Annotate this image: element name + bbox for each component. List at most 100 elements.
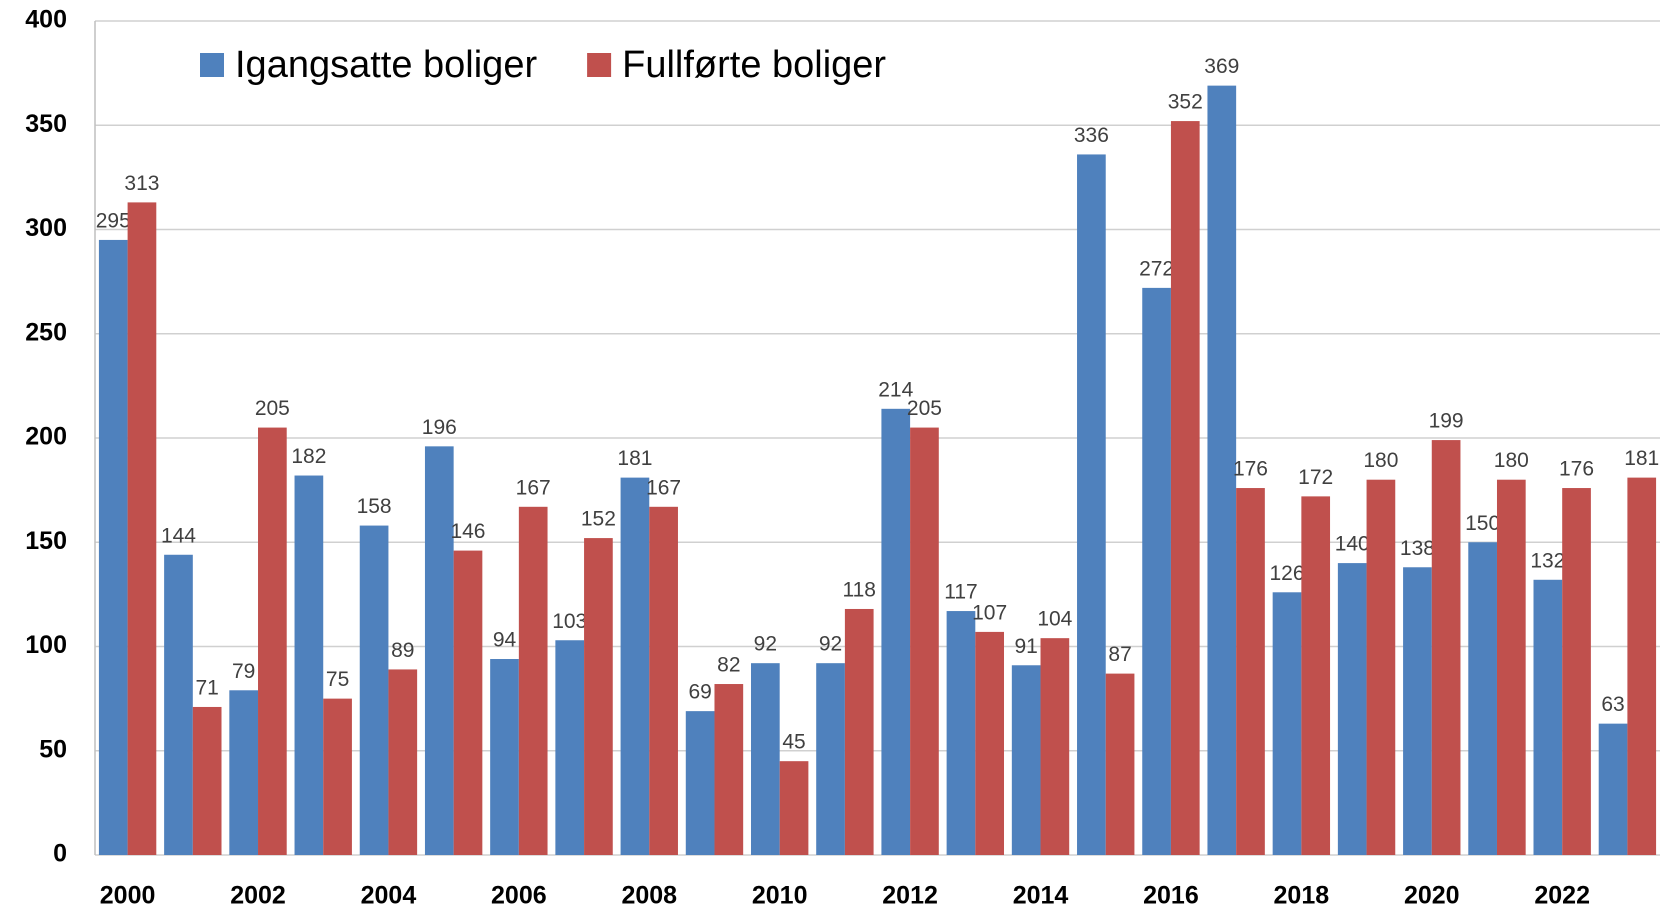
value-label: 199: [1429, 410, 1464, 433]
value-label: 196: [422, 416, 457, 439]
bar: [1105, 673, 1135, 855]
legend-label: Igangsatte boliger: [235, 44, 537, 86]
bar: [816, 663, 845, 855]
bar: [844, 608, 874, 855]
value-label: 214: [878, 378, 913, 401]
value-label: 107: [972, 601, 1007, 624]
value-label: 104: [1037, 608, 1072, 631]
bar: [1366, 479, 1396, 855]
bar: [1431, 440, 1461, 855]
bar: [714, 684, 744, 855]
bar: [229, 690, 259, 855]
bar: [1040, 638, 1070, 855]
value-label: 295: [96, 209, 131, 232]
value-label: 138: [1400, 537, 1435, 560]
bar: [975, 631, 1005, 855]
y-tick-label: 0: [53, 840, 67, 868]
bar: [750, 663, 780, 855]
bar: [1272, 592, 1302, 855]
value-label: 69: [688, 681, 711, 704]
bar: [946, 611, 976, 855]
bar: [881, 408, 911, 855]
bar: [258, 427, 287, 855]
value-label: 181: [1624, 447, 1659, 470]
y-tick-label: 250: [25, 318, 67, 346]
value-label: 272: [1139, 257, 1174, 280]
legend-label: Fullførte boliger: [622, 44, 886, 86]
y-tick-label: 300: [25, 214, 67, 242]
x-tick-label: 2022: [1534, 882, 1590, 910]
value-label: 369: [1204, 55, 1239, 78]
value-label: 181: [617, 447, 652, 470]
bar: [1170, 121, 1200, 855]
value-label: 92: [754, 633, 777, 656]
bar: [1598, 723, 1628, 855]
x-tick-label: 2000: [100, 882, 156, 910]
value-label: 82: [717, 654, 740, 677]
value-label: 117: [944, 581, 977, 604]
x-tick-label: 2018: [1274, 882, 1330, 910]
bar: [490, 659, 519, 855]
value-label: 205: [907, 397, 942, 420]
value-label: 71: [195, 677, 218, 700]
bar: [1077, 154, 1106, 855]
x-tick-label: 2016: [1143, 882, 1199, 910]
legend-swatch: [587, 53, 612, 77]
value-label: 140: [1335, 533, 1370, 556]
bar: [424, 446, 454, 855]
value-label: 205: [255, 397, 290, 420]
y-tick-label: 350: [25, 110, 67, 138]
value-label: 87: [1108, 643, 1131, 666]
value-label: 180: [1494, 449, 1529, 472]
value-label: 352: [1168, 91, 1203, 114]
x-tick-label: 2004: [361, 882, 417, 910]
value-label: 167: [646, 476, 681, 499]
value-label: 91: [1014, 635, 1037, 658]
value-label: 103: [552, 610, 587, 633]
value-label: 167: [516, 476, 551, 499]
bar: [1301, 496, 1331, 855]
bar: [555, 640, 585, 855]
bar: [1562, 488, 1591, 855]
bar: [584, 538, 613, 855]
bar: [388, 669, 418, 855]
value-label: 89: [391, 639, 414, 662]
bar: [685, 711, 715, 855]
value-label: 94: [493, 629, 517, 652]
y-tick-label: 100: [25, 631, 67, 659]
bar: [323, 698, 352, 855]
bar: [1403, 567, 1432, 855]
bar: [1468, 542, 1497, 855]
bar: [649, 506, 678, 855]
value-label: 132: [1530, 549, 1565, 572]
bar: [98, 239, 128, 856]
bar: [779, 761, 809, 855]
legend-swatch: [200, 53, 224, 77]
bar: [359, 525, 389, 855]
value-label: 45: [782, 731, 805, 754]
bar: [1627, 477, 1657, 855]
bar: [910, 427, 939, 855]
y-tick-label: 400: [25, 6, 67, 34]
value-label: 313: [124, 172, 159, 195]
bar: [620, 477, 650, 855]
x-tick-label: 2010: [752, 882, 808, 910]
value-label: 79: [232, 660, 255, 683]
x-tick-label: 2008: [621, 882, 677, 910]
bar: [1207, 85, 1237, 855]
value-label: 180: [1363, 449, 1398, 472]
value-label: 152: [581, 508, 616, 531]
y-tick-label: 150: [25, 527, 67, 555]
value-label: 144: [161, 524, 196, 547]
bar: [1142, 287, 1171, 855]
bar: [1011, 665, 1041, 855]
x-tick-label: 2014: [1013, 882, 1069, 910]
x-tick-label: 2002: [230, 882, 286, 910]
bar: [1533, 579, 1563, 855]
bar: [127, 202, 157, 855]
value-label: 118: [842, 579, 875, 602]
value-label: 176: [1233, 458, 1268, 481]
y-tick-label: 200: [25, 423, 67, 451]
